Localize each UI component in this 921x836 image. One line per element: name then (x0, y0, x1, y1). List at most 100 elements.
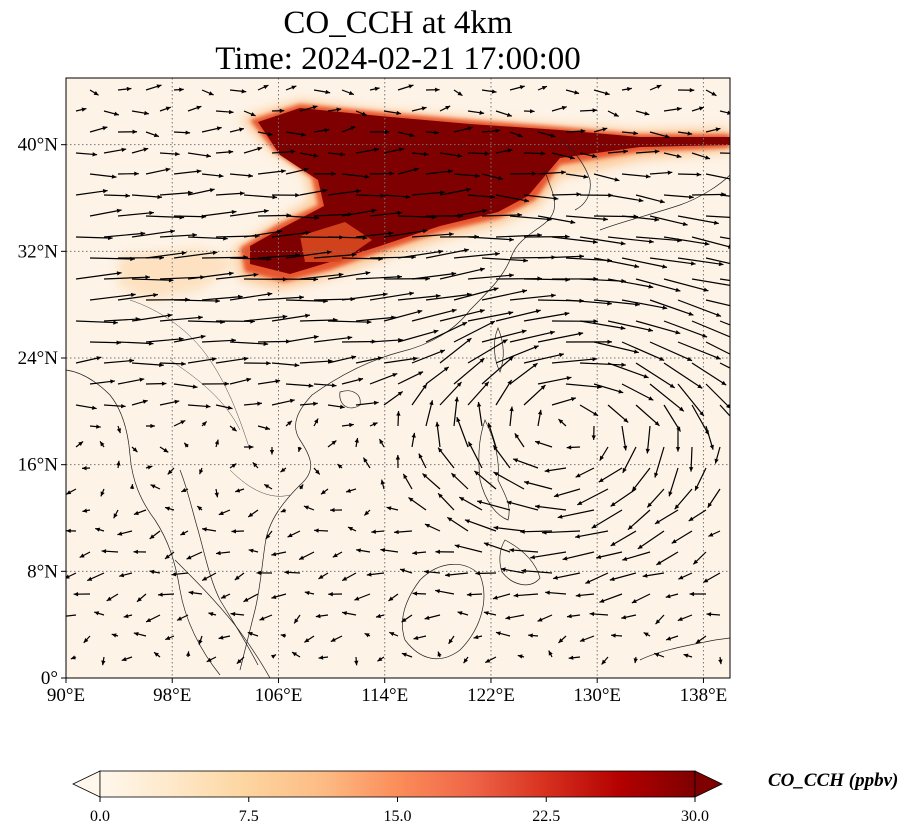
wind-vector-head (82, 508, 88, 513)
wind-vector-head (121, 403, 126, 409)
wind-vector-shaft (523, 312, 570, 322)
wind-vector-head (364, 633, 370, 638)
wind-vector-head (530, 109, 535, 114)
wind-vector-head (451, 308, 457, 313)
wind-vector-shaft (473, 470, 497, 490)
wind-vector-head (303, 167, 309, 172)
y-tick-label: 16°N (18, 455, 59, 476)
wind-vector-head (380, 548, 386, 553)
wind-vector-head (66, 618, 67, 619)
wind-vector-head (153, 292, 158, 298)
wind-vector-head (435, 421, 440, 427)
wind-vector-head (117, 531, 123, 536)
wind-vector-shaft (523, 353, 565, 364)
wind-vector-head (167, 469, 173, 475)
wind-vector-head (133, 510, 139, 515)
wind-vector-head (502, 339, 508, 344)
wind-vector-head (540, 385, 546, 390)
coast-new-guinea (639, 637, 730, 661)
wind-vector-head (424, 615, 430, 620)
wind-vector-shaft (327, 190, 362, 196)
wind-vector-head (523, 258, 528, 263)
wind-vector-shaft (369, 211, 403, 217)
wind-vector-head (676, 153, 682, 159)
wind-vector-shaft (635, 278, 681, 292)
wind-vector-head (604, 91, 610, 96)
wind-vector-head (474, 470, 480, 476)
wind-vector-head (575, 534, 580, 539)
wind-vector-head (165, 167, 171, 172)
wind-vector-head (397, 391, 403, 396)
wind-vector-head (181, 488, 187, 493)
wind-vector-shaft (439, 267, 485, 280)
wind-vector-head (214, 492, 219, 498)
wind-vector-shaft (663, 194, 694, 198)
wind-vector-head (192, 384, 198, 389)
wind-vector-head (741, 358, 746, 362)
wind-vector-head (239, 127, 244, 132)
colorbar-tick-label: 0.0 (90, 808, 110, 825)
wind-vector-head (654, 472, 659, 478)
wind-vector-head (593, 319, 598, 324)
wind-vector-shaft (649, 215, 688, 226)
wind-vector-shaft (668, 467, 679, 497)
wind-vector-head (264, 484, 270, 489)
wind-vector-shaft (75, 272, 122, 280)
wind-vector-head (558, 638, 564, 643)
wind-vector-shaft (506, 501, 539, 511)
wind-vector-head (96, 356, 102, 361)
wind-vector-shaft (610, 488, 637, 507)
wind-vector-shaft (439, 381, 462, 406)
wind-vector-head (313, 401, 318, 406)
wind-vector-head (633, 130, 639, 136)
wind-vector-shaft (131, 230, 176, 238)
wind-vector-head (579, 637, 585, 642)
wind-vector-head (418, 371, 424, 376)
wind-vector-shaft (481, 214, 523, 217)
wind-vector-shaft (610, 530, 637, 547)
wind-vector-head (330, 637, 336, 642)
wind-vector-head (422, 383, 427, 389)
wind-vector-head (134, 171, 139, 176)
wind-vector-shaft (425, 248, 469, 259)
wind-vector-head (689, 88, 695, 93)
wind-vector-head (202, 576, 208, 581)
wind-vector-head (110, 379, 115, 384)
colorbar: 0.0 7.5 15.0 22.5 30.0 (72, 770, 723, 825)
wind-vector-shaft (103, 359, 135, 364)
wind-vector-head (541, 86, 547, 91)
wind-vector-head (198, 315, 203, 320)
wind-vector-head (513, 458, 519, 463)
wind-vector-head (696, 172, 702, 177)
wind-vector-shaft (541, 530, 581, 534)
wind-vector-head (181, 251, 187, 256)
wind-vector-head (224, 381, 230, 387)
wind-vector-head (704, 241, 710, 246)
wind-vector-head (280, 633, 286, 638)
wind-vector-head (610, 501, 616, 507)
wind-vector-head (591, 435, 596, 440)
coast-mindanao (499, 539, 541, 586)
wind-vector-head (623, 149, 628, 154)
wind-vector-head (697, 384, 703, 389)
wind-vector-head (456, 417, 461, 423)
wind-vector-head (591, 524, 597, 529)
wind-vector-head (259, 616, 265, 621)
wind-vector-head (445, 572, 450, 578)
wind-vector-shaft (621, 341, 665, 362)
wind-vector-head (593, 411, 599, 416)
wind-vector-head (102, 189, 108, 194)
wind-vector-head (267, 131, 273, 137)
wind-vector-head (448, 169, 453, 174)
wind-vector-head (621, 615, 627, 620)
wind-vector-shaft (131, 314, 173, 322)
wind-vector-head (164, 554, 170, 559)
y-tick-label: 24°N (18, 348, 59, 369)
wind-vector-head (231, 426, 237, 432)
wind-vector-head (574, 90, 580, 95)
wind-vector-shaft (201, 256, 249, 259)
wind-vector-head (228, 149, 234, 155)
wind-vector-shaft (131, 362, 164, 366)
wind-vector-head (647, 502, 652, 508)
